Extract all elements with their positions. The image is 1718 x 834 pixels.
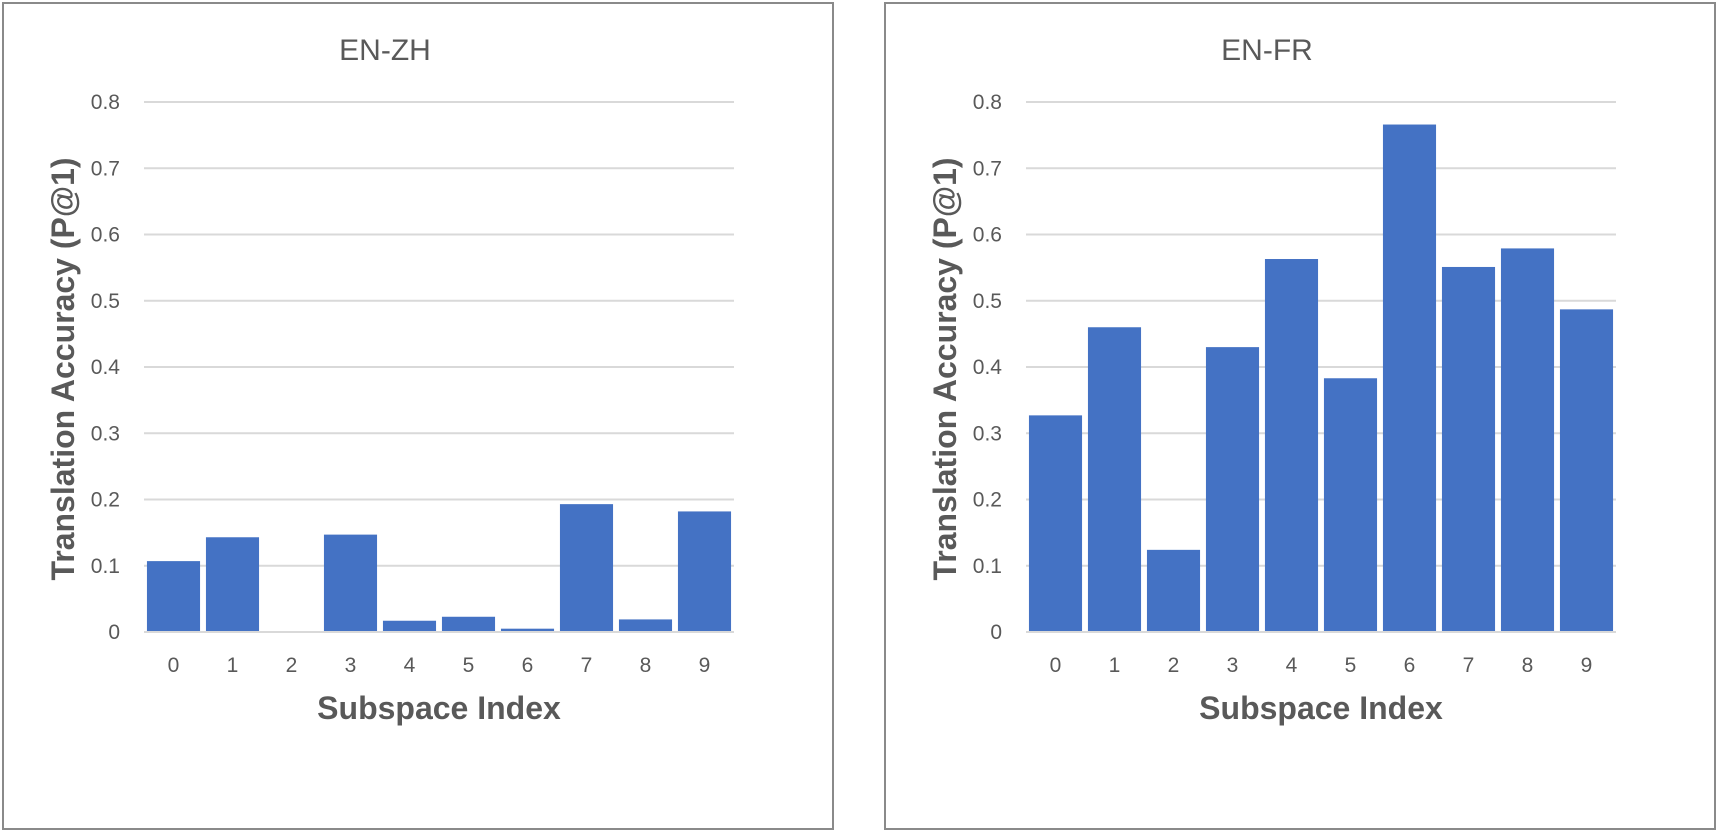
y-tick-label: 0.6 — [973, 224, 1002, 247]
bar-0 — [146, 561, 201, 632]
chart-title: EN-ZH — [339, 34, 431, 67]
bar-0 — [1028, 415, 1083, 632]
bar-5 — [441, 616, 496, 632]
bar-3 — [323, 534, 378, 632]
y-tick-label: 0.3 — [973, 422, 1002, 445]
bar-6 — [1382, 124, 1437, 633]
bar-7 — [1441, 266, 1496, 632]
bar-5 — [1323, 378, 1378, 632]
x-tick-label: 9 — [1581, 654, 1593, 677]
x-tick-label: 2 — [286, 654, 298, 677]
x-axis-title: Subspace Index — [317, 690, 561, 726]
bar-3 — [1205, 347, 1260, 632]
x-tick-label: 4 — [404, 654, 416, 677]
y-tick-label: 0.3 — [91, 422, 120, 445]
x-tick-label: 0 — [1050, 654, 1062, 677]
y-tick-label: 0.7 — [973, 157, 1002, 180]
y-tick-label: 0 — [108, 621, 120, 644]
x-tick-label: 8 — [1522, 654, 1534, 677]
x-tick-label: 0 — [168, 654, 180, 677]
bar-2 — [1146, 549, 1201, 632]
y-tick-label: 0.4 — [973, 356, 1003, 379]
x-tick-label: 1 — [1109, 654, 1121, 677]
chart-panel-en-fr: EN-FR 0 0.1 0.2 0.3 0.4 0.5 0.6 0.7 0.8 0 1 2 3 4 5 6 7 8 9… — [884, 2, 1716, 830]
x-tick-label: 1 — [227, 654, 239, 677]
bar-6 — [500, 628, 555, 632]
x-tick-label: 5 — [463, 654, 475, 677]
y-tick-label: 0.4 — [91, 356, 121, 379]
y-axis-title: Translation Accuracy (P@1) — [45, 157, 81, 580]
x-tick-label: 6 — [1404, 654, 1416, 677]
y-tick-label: 0.1 — [91, 555, 120, 578]
chart-svg-en-fr: EN-FR 0 0.1 0.2 0.3 0.4 0.5 0.6 0.7 0.8 0 1 2 3 4 5 6 7 8 9… — [927, 34, 1616, 726]
bar-9 — [1559, 309, 1614, 632]
y-axis-title: Translation Accuracy (P@1) — [927, 157, 963, 580]
x-tick-label: 7 — [581, 654, 593, 677]
x-tick-label: 5 — [1345, 654, 1357, 677]
x-tick-label: 9 — [699, 654, 711, 677]
x-tick-label: 8 — [640, 654, 652, 677]
y-tick-label: 0 — [990, 621, 1002, 644]
bar-1 — [205, 537, 260, 632]
y-tick-label: 0.8 — [973, 91, 1002, 114]
x-tick-label: 6 — [522, 654, 534, 677]
x-tick-label: 7 — [1463, 654, 1475, 677]
chart-panel-en-zh: EN-ZH 0 0.1 0.2 0.3 0.4 0.5 0.6 0.7 0.8 0 1 2 3 4 5 6 7 8 9… — [2, 2, 834, 830]
y-tick-label: 0.2 — [973, 489, 1002, 512]
bar-4 — [1264, 259, 1319, 632]
x-tick-label: 2 — [1168, 654, 1180, 677]
x-axis-title: Subspace Index — [1199, 690, 1443, 726]
y-tick-label: 0.8 — [91, 91, 120, 114]
y-tick-label: 0.5 — [91, 290, 120, 313]
bar-1 — [1087, 327, 1142, 632]
bar-9 — [677, 511, 732, 632]
bar-7 — [559, 504, 614, 632]
y-tick-label: 0.1 — [973, 555, 1002, 578]
bar-8 — [618, 619, 673, 632]
chart-svg-en-zh: EN-ZH 0 0.1 0.2 0.3 0.4 0.5 0.6 0.7 0.8 0 1 2 3 4 5 6 7 8 9… — [45, 34, 734, 726]
x-tick-label: 4 — [1286, 654, 1298, 677]
y-tick-label: 0.5 — [973, 290, 1002, 313]
y-tick-label: 0.6 — [91, 224, 120, 247]
bar-4 — [382, 620, 437, 632]
y-tick-label: 0.7 — [91, 157, 120, 180]
x-tick-label: 3 — [345, 654, 357, 677]
x-tick-label: 3 — [1227, 654, 1239, 677]
bar-8 — [1500, 248, 1555, 632]
y-tick-label: 0.2 — [91, 489, 120, 512]
chart-title: EN-FR — [1221, 34, 1313, 67]
